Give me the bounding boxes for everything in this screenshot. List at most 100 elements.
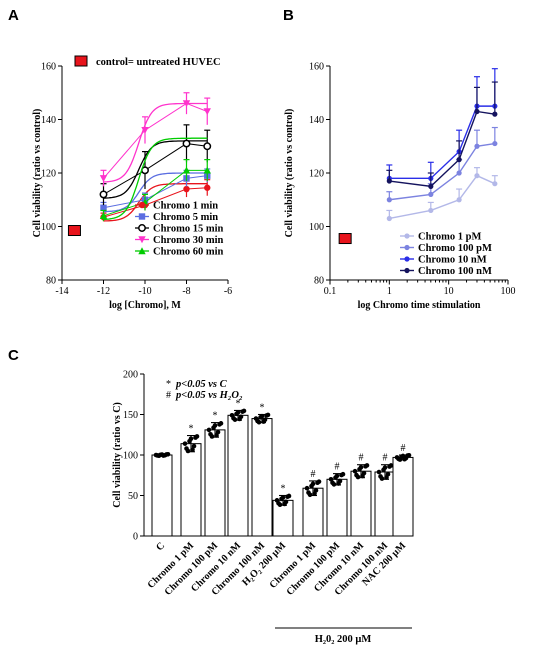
panel-a-point <box>99 212 108 219</box>
panel-c-significance-mark: # <box>401 443 406 454</box>
panel-c-significance-mark: * <box>260 403 265 414</box>
panel-c-significance-mark: # <box>335 462 340 473</box>
panel-b-legend-marker <box>404 244 410 251</box>
panel-c-bar <box>350 470 372 537</box>
panel-c-data-point <box>336 481 341 486</box>
panel-b-point <box>456 157 462 163</box>
panel-b-point <box>386 197 392 203</box>
panel-c-bar <box>392 456 414 537</box>
panel-c-bar <box>227 414 249 537</box>
panel-a-legend-marker <box>138 236 146 244</box>
panel-a-y-axis-title: Cell viability (ratio vs control) <box>32 109 43 238</box>
panel-a-point <box>183 185 190 193</box>
panel-a-point <box>203 166 211 174</box>
panel-b-y-axis-title: Cell viability (ratio vs control) <box>284 109 295 238</box>
panel-b-point <box>474 173 480 179</box>
panel-c-data-point <box>279 496 284 502</box>
panel-a-point <box>182 139 191 148</box>
panel-a-data-line <box>103 187 208 218</box>
panel-c-bar <box>251 418 273 537</box>
panel-a-fit-curve <box>103 172 208 213</box>
panel-a-x-tick-label: -10 <box>138 286 151 297</box>
panel-b-point <box>474 108 480 115</box>
panel-a-x-tick-label: -8 <box>182 286 190 297</box>
panel-a-legend-marker <box>138 247 146 255</box>
panel-a-x-tick-label: -14 <box>55 286 68 297</box>
panel-b-chart: 80 100 120 140 160 0.1 1 10 100 log Chromo time s… <box>284 62 516 312</box>
panel-a-legend-label: Chromo 30 min <box>153 235 224 246</box>
panel-c-data-point <box>381 467 386 473</box>
panel-c-data-point <box>206 427 212 433</box>
panel-c-category-label: C <box>154 540 167 553</box>
panel-a-legend-marker <box>138 213 146 220</box>
panel-b-x-tick-label: 1 <box>387 286 392 297</box>
panel-c-legend-text: p<0.05 vs H₂O₂ <box>175 390 243 401</box>
panel-c-data-point <box>387 464 392 469</box>
panel-c-data-point <box>330 480 335 486</box>
panel-a-series-5 <box>99 137 211 222</box>
panel-c-y-tick-label: 150 <box>123 410 138 421</box>
panel-a-point <box>203 142 212 151</box>
panel-c-data-point <box>184 446 189 451</box>
panel-c-data-point <box>193 435 198 440</box>
panel-a-x-tick-label: -6 <box>224 286 232 297</box>
panel-b-point <box>386 178 392 184</box>
panel-c-bar <box>326 478 348 537</box>
panel-b-y-tick-label: 120 <box>309 169 324 180</box>
panel-a-point <box>204 184 211 191</box>
panel-c-data-point <box>211 425 216 431</box>
panel-c-y-axis-title: Cell viability (ratio vs C) <box>112 402 123 508</box>
panel-b-y-tick-label: 80 <box>314 276 324 287</box>
panel-a-point <box>141 127 149 134</box>
panel-a-series-4 <box>99 92 211 187</box>
panel-letter-b: B <box>283 7 294 24</box>
panel-c-significance-mark: # <box>383 453 388 464</box>
panel-c-data-point <box>164 452 169 457</box>
panel-a-control-point <box>67 225 81 237</box>
panel-a-legend-marker <box>138 201 146 209</box>
panel-a-point <box>99 175 108 183</box>
panel-a-data-line <box>103 102 208 179</box>
panel-c-significance-mark: # <box>311 469 316 480</box>
panel-c-data-point <box>354 472 359 478</box>
panel-a-y-tick-label: 80 <box>46 276 56 287</box>
panel-c-data-point <box>312 491 317 496</box>
panel-b-y-tick-label: 160 <box>309 62 324 73</box>
panel-a-chart: 80 100 120 140 160 -14 -12 -10 -8 -6 log [Chromo],… <box>32 55 232 311</box>
panel-c-chart: 0 50 100 150 200 Cell viability (ratio vs C) C… <box>112 370 414 645</box>
panel-b-legend-marker <box>404 233 410 239</box>
panel-c-data-point <box>402 456 407 462</box>
panel-a-y-tick-label: 100 <box>41 222 56 233</box>
panel-c-data-point <box>191 443 197 449</box>
panel-b-series-3 <box>386 68 498 181</box>
panel-b-x-axis-title: log Chromo time stimulation <box>358 300 481 311</box>
panel-b-point <box>386 215 392 222</box>
panel-b-point <box>428 183 434 189</box>
panel-a-point <box>203 108 211 116</box>
panel-c-bar <box>204 429 226 537</box>
panel-c-group-label: H₂0₂ 200 μM <box>315 634 372 645</box>
panel-c-data-point <box>182 441 188 446</box>
panel-a-y-tick-label: 140 <box>41 115 56 126</box>
panel-c-data-point <box>360 473 365 479</box>
panel-c-y-tick-label: 0 <box>133 532 138 543</box>
panel-b-legend-marker <box>404 256 410 262</box>
panel-a-y-tick-label: 120 <box>41 169 56 180</box>
panel-c-y-tick-label: 50 <box>128 491 138 502</box>
panel-c-data-point <box>363 464 368 469</box>
panel-c-data-point <box>285 494 290 500</box>
panel-c-data-point <box>405 453 410 458</box>
panel-b-x-tick-label: 10 <box>444 286 454 297</box>
panel-b-legend-label: Chromo 10 nM <box>418 255 487 266</box>
panel-b-legend-label: Chromo 100 pM <box>418 243 492 254</box>
panel-a-point <box>182 166 191 174</box>
panel-a-legend-label: Chromo 15 min <box>153 224 224 235</box>
panel-a-point <box>182 100 191 108</box>
panel-c-legend-symbol: # <box>166 390 171 401</box>
panel-c-data-point <box>339 472 344 478</box>
panel-b-legend-label: Chromo 100 nM <box>418 266 492 277</box>
panel-b-point <box>492 181 498 187</box>
panel-c-data-point <box>217 422 222 427</box>
panel-c-significance-mark: * <box>213 411 218 422</box>
